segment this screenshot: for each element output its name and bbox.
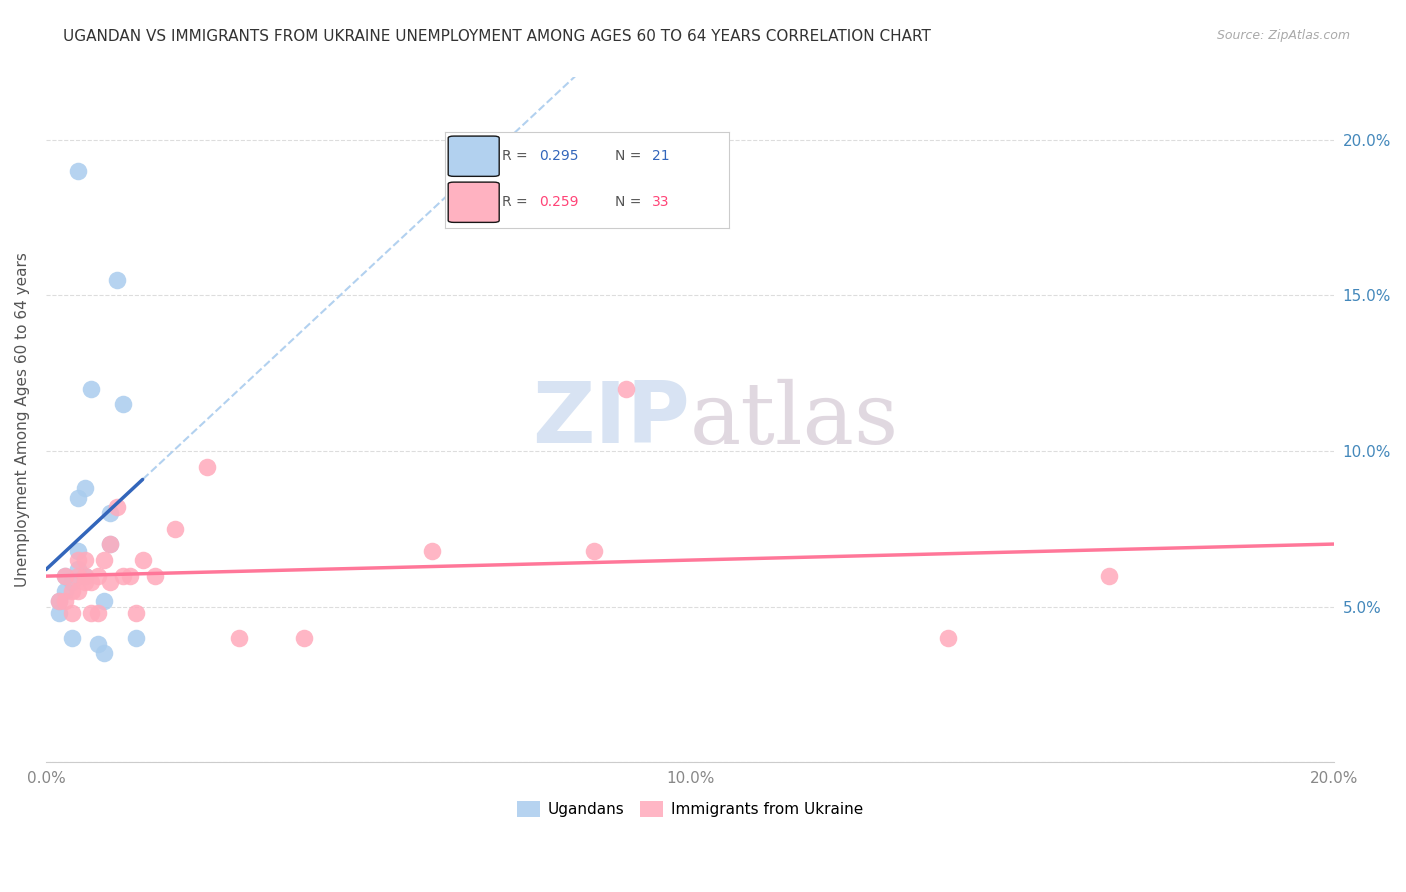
Point	[292, 631, 315, 645]
Point	[93, 647, 115, 661]
Point	[73, 553, 96, 567]
Point	[67, 543, 90, 558]
Point	[614, 382, 637, 396]
Point	[48, 593, 70, 607]
Point	[73, 482, 96, 496]
Point	[73, 568, 96, 582]
Point	[93, 553, 115, 567]
Point	[53, 568, 76, 582]
Point	[125, 606, 148, 620]
Point	[1098, 568, 1121, 582]
Point	[53, 584, 76, 599]
Point	[60, 631, 83, 645]
Point	[582, 543, 605, 558]
Point	[80, 606, 103, 620]
Y-axis label: Unemployment Among Ages 60 to 64 years: Unemployment Among Ages 60 to 64 years	[15, 252, 30, 587]
Point	[163, 522, 186, 536]
Point	[73, 574, 96, 589]
Point	[60, 584, 83, 599]
Point	[100, 537, 122, 551]
Point	[936, 631, 959, 645]
Point	[80, 574, 103, 589]
Point	[67, 568, 90, 582]
Point	[112, 397, 135, 411]
Point	[422, 543, 444, 558]
Text: UGANDAN VS IMMIGRANTS FROM UKRAINE UNEMPLOYMENT AMONG AGES 60 TO 64 YEARS CORREL: UGANDAN VS IMMIGRANTS FROM UKRAINE UNEMP…	[63, 29, 931, 45]
Point	[67, 491, 90, 505]
Point	[67, 164, 90, 178]
Text: atlas: atlas	[690, 378, 900, 461]
Point	[131, 553, 153, 567]
Point	[105, 273, 128, 287]
Point	[86, 637, 108, 651]
Point	[73, 568, 96, 582]
Point	[48, 606, 70, 620]
Point	[48, 593, 70, 607]
Point	[53, 593, 76, 607]
Point	[53, 568, 76, 582]
Text: ZIP: ZIP	[533, 378, 690, 461]
Point	[145, 568, 167, 582]
Point	[125, 631, 148, 645]
Point	[93, 593, 115, 607]
Point	[195, 459, 218, 474]
Point	[100, 574, 122, 589]
Point	[105, 500, 128, 515]
Point	[118, 568, 141, 582]
Legend: Ugandans, Immigrants from Ukraine: Ugandans, Immigrants from Ukraine	[512, 795, 869, 823]
Point	[86, 606, 108, 620]
Point	[60, 574, 83, 589]
Point	[100, 537, 122, 551]
Point	[100, 506, 122, 520]
Point	[80, 382, 103, 396]
Point	[228, 631, 250, 645]
Point	[67, 584, 90, 599]
Text: Source: ZipAtlas.com: Source: ZipAtlas.com	[1216, 29, 1350, 43]
Point	[86, 568, 108, 582]
Point	[67, 562, 90, 576]
Point	[67, 553, 90, 567]
Point	[60, 606, 83, 620]
Point	[112, 568, 135, 582]
